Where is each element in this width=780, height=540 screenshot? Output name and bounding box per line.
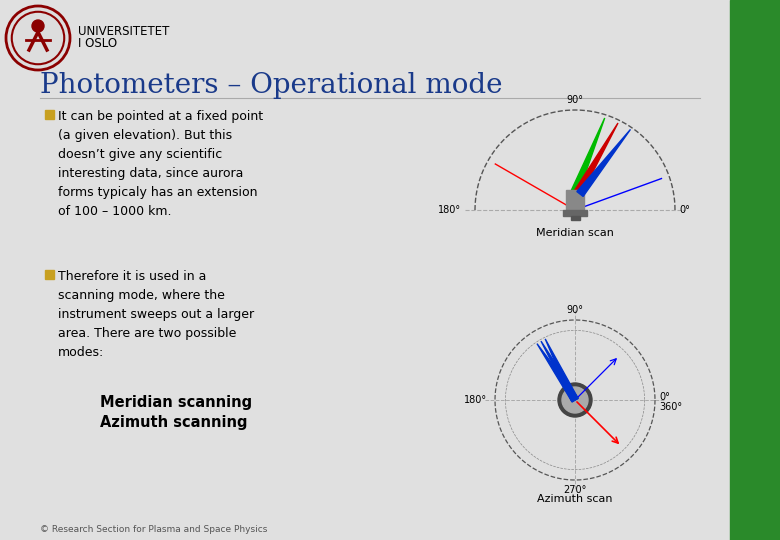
Text: 90°: 90° [566, 305, 583, 315]
Text: It can be pointed at a fixed point
(a given elevation). But this
doesn’t give an: It can be pointed at a fixed point (a gi… [58, 110, 263, 218]
Text: 360°: 360° [659, 402, 682, 412]
Text: Azimuth scanning: Azimuth scanning [100, 415, 247, 430]
Circle shape [32, 20, 44, 32]
Circle shape [558, 383, 592, 417]
Polygon shape [573, 123, 618, 196]
Text: 180°: 180° [464, 395, 487, 405]
Text: Photometers – Operational mode: Photometers – Operational mode [40, 72, 502, 99]
Text: Meridian scan: Meridian scan [536, 228, 614, 238]
Bar [45, 110, 54, 119]
Polygon shape [577, 130, 630, 197]
Bar [45, 270, 54, 279]
Polygon shape [537, 343, 578, 402]
Bar [563, 210, 587, 216]
Text: © Research Section for Plasma and Space Physics: © Research Section for Plasma and Space … [40, 525, 268, 534]
Bar [570, 216, 580, 220]
Polygon shape [541, 341, 578, 402]
Text: UNIVERSITETET: UNIVERSITETET [78, 25, 169, 38]
Text: 180°: 180° [438, 205, 461, 215]
Text: Azimuth scan: Azimuth scan [537, 494, 613, 504]
Text: 270°: 270° [563, 485, 587, 495]
Text: 0°: 0° [679, 205, 690, 215]
Circle shape [562, 387, 588, 413]
Text: Therefore it is used in a
scanning mode, where the
instrument sweeps out a large: Therefore it is used in a scanning mode,… [58, 270, 254, 359]
Bar [566, 190, 584, 210]
Text: I OSLO: I OSLO [78, 37, 117, 50]
Text: Meridian scanning: Meridian scanning [100, 395, 252, 410]
Polygon shape [545, 339, 578, 402]
Bar [730, 0, 780, 540]
Text: 0°: 0° [659, 392, 670, 402]
Polygon shape [570, 118, 604, 195]
Text: 90°: 90° [566, 95, 583, 105]
Circle shape [6, 6, 70, 70]
